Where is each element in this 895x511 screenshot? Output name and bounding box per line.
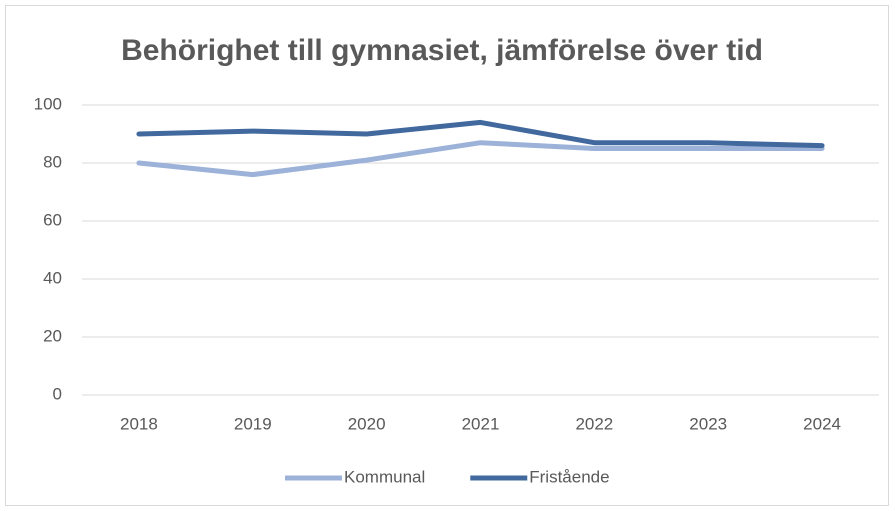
y-tick-label: 0	[53, 384, 62, 403]
y-tick-label: 20	[43, 326, 62, 345]
x-tick-label: 2018	[120, 414, 158, 433]
x-tick-label: 2022	[575, 414, 613, 433]
x-tick-label: 2021	[462, 414, 500, 433]
x-tick-label: 2019	[234, 414, 272, 433]
series-line	[136, 140, 825, 178]
y-tick-label: 40	[43, 268, 62, 287]
legend-label: Kommunal	[344, 467, 425, 486]
x-tick-label: 2020	[348, 414, 386, 433]
y-tick-label: 60	[43, 210, 62, 229]
legend-label: Fristående	[529, 467, 609, 486]
x-tick-label: 2023	[689, 414, 727, 433]
x-tick-label: 2024	[803, 414, 841, 433]
series-line	[136, 119, 825, 149]
chart-title: Behörighet till gymnasiet, jämförelse öv…	[121, 34, 763, 67]
y-tick-label: 80	[43, 152, 62, 171]
chart-frame	[5, 5, 889, 506]
y-tick-label: 100	[34, 94, 62, 113]
